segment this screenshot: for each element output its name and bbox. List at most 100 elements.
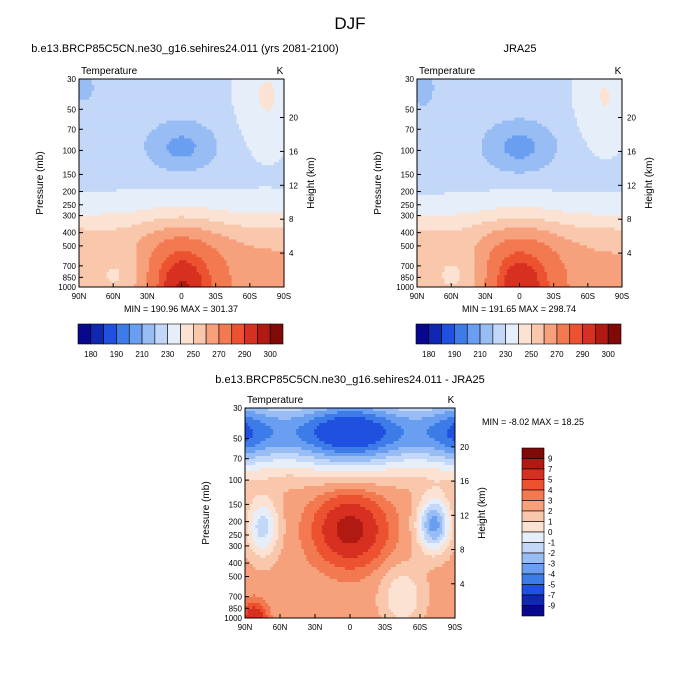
contour-cell bbox=[136, 185, 140, 190]
contour-cell bbox=[154, 96, 158, 101]
contour-cell bbox=[231, 150, 235, 154]
contour-cell bbox=[209, 183, 213, 187]
contour-cell bbox=[169, 153, 173, 157]
contour-cell bbox=[116, 233, 120, 238]
contour-cell bbox=[91, 254, 95, 258]
contour-cell bbox=[186, 147, 190, 151]
contour-cell bbox=[261, 242, 265, 246]
contour-cell bbox=[159, 93, 163, 98]
contour-cell bbox=[204, 248, 208, 252]
contour-cell bbox=[249, 120, 253, 125]
contour-cell bbox=[194, 215, 198, 220]
contour-cell bbox=[106, 162, 110, 166]
contour-cell bbox=[166, 212, 170, 217]
contour-cell bbox=[131, 132, 135, 137]
contour-cell bbox=[186, 221, 190, 226]
contour-cell bbox=[116, 141, 120, 145]
contour-cell bbox=[209, 177, 213, 181]
contour-cell bbox=[141, 99, 145, 104]
contour-cell bbox=[219, 221, 223, 226]
contour-cell bbox=[81, 183, 85, 187]
contour-cell bbox=[249, 224, 253, 229]
contour-cell bbox=[121, 257, 125, 261]
contour-cell bbox=[234, 108, 238, 113]
contour-cell bbox=[156, 188, 160, 193]
contour-cell bbox=[126, 174, 130, 178]
contour-cell bbox=[151, 191, 155, 196]
contour-cell bbox=[96, 123, 100, 128]
contour-cell bbox=[141, 135, 145, 140]
contour-cell bbox=[134, 120, 138, 125]
contour-cell bbox=[246, 93, 250, 98]
contour-cell bbox=[281, 230, 284, 235]
contour-cell bbox=[179, 138, 183, 142]
contour-cell bbox=[239, 96, 243, 101]
contour-cell bbox=[186, 102, 190, 107]
contour-cell bbox=[81, 99, 85, 104]
contour-cell bbox=[89, 123, 93, 128]
contour-cell bbox=[204, 206, 208, 211]
contour-cell bbox=[256, 209, 260, 214]
contour-cell bbox=[254, 168, 258, 172]
contour-cell bbox=[191, 138, 195, 142]
contour-cell bbox=[239, 206, 243, 211]
contour-cell bbox=[204, 165, 208, 169]
contour-cell bbox=[156, 102, 160, 107]
contour-cell bbox=[274, 159, 278, 163]
contour-cell bbox=[166, 236, 170, 241]
contour-cell bbox=[111, 183, 115, 187]
contour-cell bbox=[194, 135, 198, 140]
contour-cell bbox=[116, 84, 120, 89]
contour-cell bbox=[189, 194, 193, 199]
contour-cell bbox=[184, 132, 188, 137]
contour-cell bbox=[271, 177, 275, 181]
contour-cell bbox=[204, 102, 208, 107]
contour-cell bbox=[199, 120, 203, 125]
contour-cell bbox=[246, 177, 250, 181]
contour-cell bbox=[244, 132, 248, 137]
contour-cell bbox=[211, 165, 215, 169]
contour-cell bbox=[121, 236, 125, 241]
contour-cell bbox=[151, 239, 155, 244]
contour-cell bbox=[184, 221, 188, 226]
contour-cell bbox=[264, 162, 268, 166]
contour-cell bbox=[111, 245, 115, 249]
contour-cell bbox=[194, 90, 198, 95]
contour-cell bbox=[86, 108, 90, 113]
contour-cell bbox=[191, 194, 195, 199]
contour-cell bbox=[139, 254, 143, 258]
contour-cell bbox=[261, 197, 265, 202]
contour-cell bbox=[159, 194, 163, 199]
contour-cell bbox=[131, 93, 135, 98]
contour-cell bbox=[186, 90, 190, 95]
contour-cell bbox=[181, 257, 185, 261]
contour-cell bbox=[226, 183, 230, 187]
contour-cell bbox=[261, 138, 265, 142]
contour-cell bbox=[94, 185, 98, 190]
contour-cell bbox=[251, 171, 255, 175]
contour-cell bbox=[146, 203, 150, 208]
contour-cell bbox=[166, 129, 170, 134]
contour-cell bbox=[91, 200, 95, 205]
contour-cell bbox=[156, 105, 160, 110]
contour-cell bbox=[149, 254, 153, 258]
contour-cell bbox=[99, 108, 103, 113]
contour-cell bbox=[144, 114, 148, 119]
contour-cell bbox=[236, 87, 240, 92]
contour-cell bbox=[256, 221, 260, 226]
contour-cell bbox=[109, 87, 113, 92]
contour-cell bbox=[156, 159, 160, 163]
contour-cell bbox=[226, 236, 230, 241]
contour-cell bbox=[244, 227, 248, 232]
contour-cell bbox=[79, 248, 83, 252]
contour-cell bbox=[216, 203, 220, 208]
contour-cell bbox=[114, 254, 118, 258]
contour-cell bbox=[106, 180, 110, 184]
contour-cell bbox=[176, 171, 180, 175]
contour-cell bbox=[186, 84, 190, 89]
contour-cell bbox=[236, 180, 240, 184]
contour-cell bbox=[151, 156, 155, 160]
contour-cell bbox=[211, 123, 215, 128]
contour-cell bbox=[94, 197, 98, 202]
contour-cell bbox=[171, 257, 175, 261]
